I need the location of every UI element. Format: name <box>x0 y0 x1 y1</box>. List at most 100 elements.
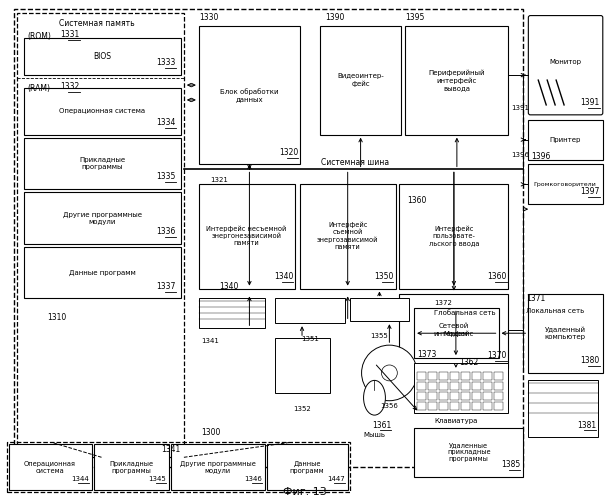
Text: Фиг. 13: Фиг. 13 <box>283 487 327 497</box>
Bar <box>24 88 181 134</box>
Bar <box>275 298 345 324</box>
Bar <box>417 372 426 380</box>
Text: 1396: 1396 <box>532 152 551 160</box>
Bar <box>199 26 300 164</box>
Bar <box>472 392 481 400</box>
Bar <box>171 444 265 490</box>
Bar <box>483 382 492 390</box>
Text: 1341: 1341 <box>161 446 181 454</box>
Bar <box>483 402 492 409</box>
Text: 1337: 1337 <box>156 282 176 290</box>
Text: 1336: 1336 <box>156 227 176 236</box>
Text: 1397: 1397 <box>580 187 600 196</box>
Bar <box>400 294 508 368</box>
Text: (ROM): (ROM) <box>27 32 51 42</box>
Text: 1340: 1340 <box>274 272 293 280</box>
Bar <box>494 402 502 409</box>
Text: Интерфейс
съемной
энергозависимой
памяти: Интерфейс съемной энергозависимой памяти <box>317 222 378 250</box>
Text: 1310: 1310 <box>47 314 66 322</box>
Text: Прикладные
программы: Прикладные программы <box>79 157 126 170</box>
Bar <box>428 392 437 400</box>
Circle shape <box>362 345 417 401</box>
Bar <box>428 372 437 380</box>
Text: 1334: 1334 <box>156 118 176 127</box>
Text: 1447: 1447 <box>327 476 345 482</box>
Text: Глобальная сеть: Глобальная сеть <box>434 310 496 316</box>
Text: BIOS: BIOS <box>93 52 112 61</box>
Bar <box>494 392 502 400</box>
Text: 1332: 1332 <box>60 82 79 91</box>
Text: 1321: 1321 <box>211 178 229 184</box>
Text: 1356: 1356 <box>381 402 398 408</box>
Bar <box>14 8 524 467</box>
Text: 1391: 1391 <box>580 98 600 107</box>
Bar <box>450 392 459 400</box>
Text: Блок обработки
данных: Блок обработки данных <box>220 88 279 102</box>
Text: 1335: 1335 <box>156 172 176 182</box>
Bar <box>450 382 459 390</box>
Bar <box>461 382 470 390</box>
Bar <box>439 392 448 400</box>
Text: Громкоговорители: Громкоговорители <box>533 182 596 187</box>
Text: 1344: 1344 <box>71 476 89 482</box>
Bar <box>199 184 295 288</box>
Text: Монитор: Монитор <box>549 59 581 65</box>
Bar <box>529 380 598 438</box>
Bar <box>472 382 481 390</box>
Text: 1360: 1360 <box>408 196 426 205</box>
Bar <box>9 444 92 490</box>
Bar <box>494 382 502 390</box>
Bar <box>275 338 330 393</box>
Text: 1372: 1372 <box>434 300 452 306</box>
Text: 1361: 1361 <box>372 420 392 430</box>
Circle shape <box>381 365 397 381</box>
Bar <box>93 444 169 490</box>
Text: 1370: 1370 <box>487 351 507 360</box>
Bar <box>439 372 448 380</box>
Text: 1396: 1396 <box>511 152 530 158</box>
Text: 1340: 1340 <box>219 282 238 290</box>
Text: 1395: 1395 <box>405 12 425 22</box>
Bar <box>461 392 470 400</box>
Text: 1390: 1390 <box>325 12 344 22</box>
Text: 1360: 1360 <box>487 272 507 280</box>
Text: Данные
программ: Данные программ <box>290 460 324 474</box>
Bar <box>428 402 437 409</box>
Bar <box>400 184 508 288</box>
Text: Интерфейс
пользовате-
льского ввода: Интерфейс пользовате- льского ввода <box>429 226 479 246</box>
Bar <box>24 192 181 244</box>
Bar <box>472 402 481 409</box>
Text: Сетевой
интерфейс: Сетевой интерфейс <box>434 324 474 337</box>
Text: Другие программные
модули: Другие программные модули <box>63 212 142 224</box>
Bar <box>439 402 448 409</box>
Bar <box>472 372 481 380</box>
Text: 1381: 1381 <box>577 420 596 430</box>
Bar <box>24 247 181 298</box>
Text: 1391: 1391 <box>511 105 530 111</box>
Bar <box>494 372 502 380</box>
Text: 1331: 1331 <box>60 30 79 40</box>
Bar <box>414 308 499 358</box>
Bar <box>428 382 437 390</box>
Ellipse shape <box>364 380 386 415</box>
Text: 1385: 1385 <box>501 460 521 469</box>
Text: (RAM): (RAM) <box>27 84 50 93</box>
Text: Системная шина: Системная шина <box>321 158 389 167</box>
Bar <box>300 184 397 288</box>
Bar <box>417 382 426 390</box>
Text: 1346: 1346 <box>244 476 262 482</box>
Text: 1351: 1351 <box>301 336 319 342</box>
Bar <box>405 26 508 134</box>
Text: Данные программ: Данные программ <box>69 270 136 276</box>
Bar <box>7 442 349 492</box>
Bar <box>24 138 181 190</box>
Text: 1350: 1350 <box>374 272 393 280</box>
Text: Прикладные
программы: Прикладные программы <box>109 460 153 473</box>
Text: Операционная
система: Операционная система <box>24 460 76 473</box>
Text: 1330: 1330 <box>199 12 218 22</box>
Bar <box>349 298 409 322</box>
Text: 1352: 1352 <box>293 406 311 411</box>
FancyBboxPatch shape <box>529 16 603 115</box>
Bar <box>439 382 448 390</box>
Text: Периферийный
интерфейс
вывода: Периферийный интерфейс вывода <box>429 70 485 90</box>
